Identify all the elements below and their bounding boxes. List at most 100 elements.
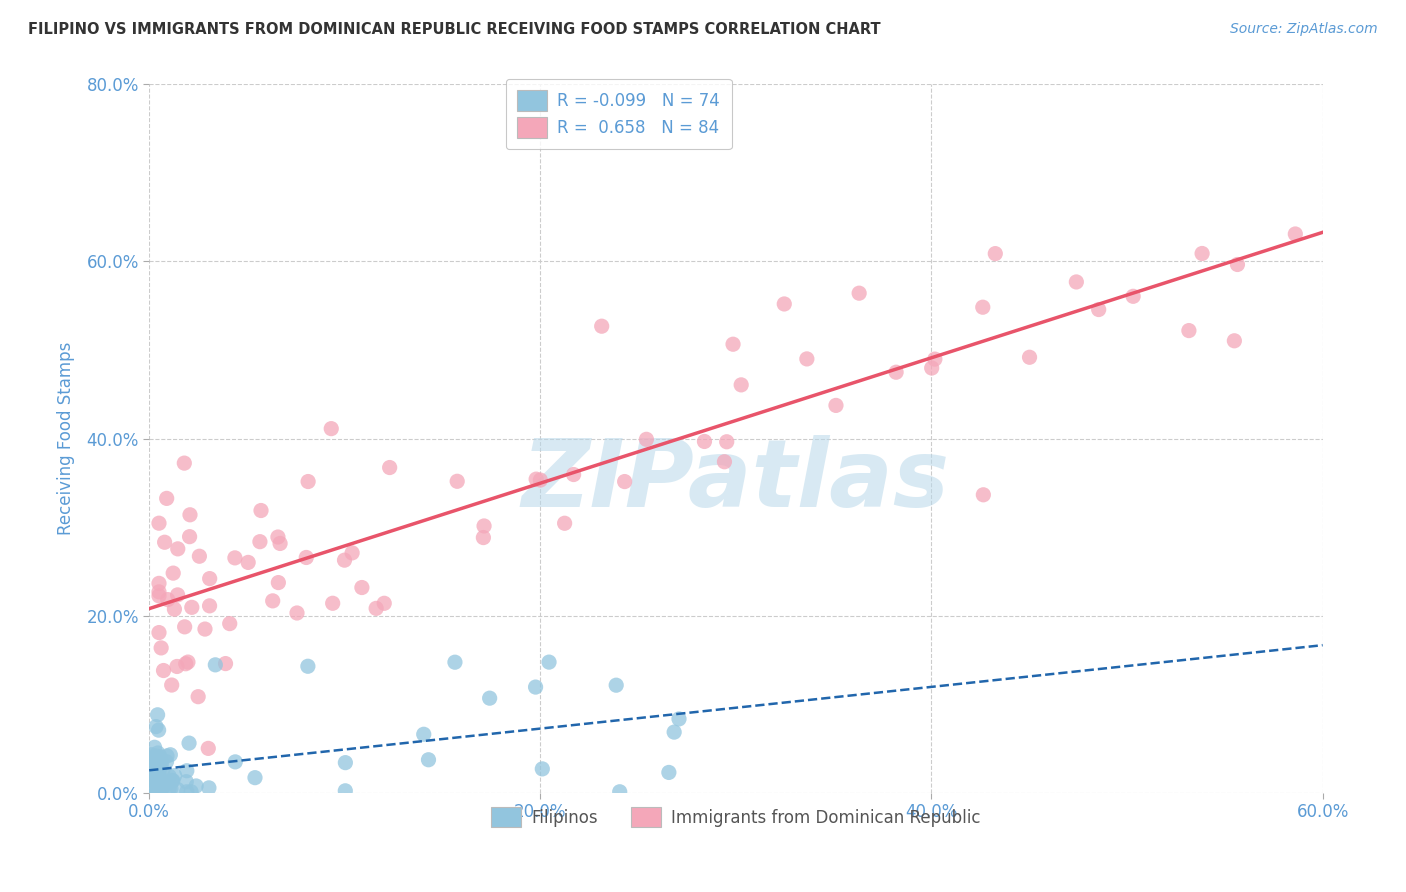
Point bbox=[148, 776, 170, 790]
Point bbox=[173, 620, 195, 634]
Point bbox=[157, 769, 180, 783]
Point bbox=[142, 766, 165, 780]
Point bbox=[148, 766, 170, 780]
Point bbox=[142, 759, 165, 773]
Point bbox=[472, 519, 495, 533]
Point bbox=[160, 773, 183, 788]
Point bbox=[157, 781, 180, 796]
Point bbox=[163, 602, 186, 616]
Point bbox=[214, 657, 236, 671]
Point bbox=[472, 531, 495, 545]
Point bbox=[143, 781, 166, 796]
Point bbox=[148, 754, 170, 768]
Point bbox=[166, 588, 188, 602]
Point bbox=[177, 655, 200, 669]
Point bbox=[153, 535, 176, 549]
Point bbox=[150, 640, 173, 655]
Point bbox=[297, 659, 319, 673]
Point bbox=[160, 781, 183, 796]
Point bbox=[162, 566, 184, 581]
Point bbox=[179, 530, 201, 544]
Point bbox=[1284, 227, 1306, 241]
Point bbox=[321, 422, 343, 436]
Point bbox=[524, 472, 547, 486]
Point bbox=[188, 549, 211, 564]
Point bbox=[152, 764, 174, 778]
Point bbox=[658, 765, 681, 780]
Point bbox=[150, 781, 173, 796]
Point bbox=[156, 592, 179, 607]
Point bbox=[141, 751, 163, 765]
Point bbox=[825, 398, 848, 412]
Point bbox=[142, 752, 165, 766]
Point bbox=[218, 616, 240, 631]
Point bbox=[613, 475, 636, 489]
Point bbox=[295, 550, 318, 565]
Point bbox=[848, 286, 870, 301]
Point bbox=[143, 757, 166, 772]
Point bbox=[1226, 258, 1249, 272]
Text: ZIPatlas: ZIPatlas bbox=[522, 435, 950, 527]
Point bbox=[141, 747, 163, 762]
Point bbox=[730, 377, 752, 392]
Point bbox=[662, 725, 685, 739]
Point bbox=[537, 655, 560, 669]
Point bbox=[297, 475, 319, 489]
Point bbox=[166, 541, 188, 556]
Point bbox=[152, 779, 174, 793]
Text: Source: ZipAtlas.com: Source: ZipAtlas.com bbox=[1230, 22, 1378, 37]
Point bbox=[446, 475, 468, 489]
Point bbox=[173, 456, 195, 470]
Point bbox=[350, 581, 373, 595]
Y-axis label: Receiving Food Stamps: Receiving Food Stamps bbox=[58, 342, 75, 535]
Point bbox=[335, 784, 357, 798]
Point bbox=[155, 778, 177, 792]
Point bbox=[198, 780, 221, 795]
Point bbox=[159, 747, 181, 762]
Point bbox=[972, 300, 994, 314]
Point bbox=[1087, 302, 1109, 317]
Point bbox=[176, 785, 198, 799]
Point bbox=[984, 246, 1007, 260]
Point bbox=[148, 723, 170, 738]
Point bbox=[249, 534, 271, 549]
Point bbox=[145, 749, 167, 764]
Point bbox=[204, 657, 226, 672]
Point bbox=[478, 691, 501, 706]
Point bbox=[163, 769, 186, 783]
Point bbox=[262, 594, 284, 608]
Point bbox=[972, 488, 994, 502]
Point bbox=[238, 556, 260, 570]
Point bbox=[145, 776, 167, 790]
Point bbox=[146, 707, 169, 722]
Point bbox=[636, 433, 658, 447]
Point bbox=[148, 516, 170, 531]
Point bbox=[150, 756, 173, 771]
Point bbox=[141, 760, 163, 774]
Point bbox=[796, 351, 818, 366]
Point bbox=[145, 785, 167, 799]
Point bbox=[267, 575, 290, 590]
Point bbox=[884, 365, 907, 379]
Point bbox=[529, 473, 551, 487]
Point bbox=[921, 361, 943, 376]
Text: FILIPINO VS IMMIGRANTS FROM DOMINICAN REPUBLIC RECEIVING FOOD STAMPS CORRELATION: FILIPINO VS IMMIGRANTS FROM DOMINICAN RE… bbox=[28, 22, 880, 37]
Point bbox=[668, 712, 690, 726]
Point bbox=[224, 550, 246, 565]
Point bbox=[605, 678, 627, 692]
Point bbox=[146, 746, 169, 760]
Point bbox=[145, 720, 167, 734]
Point bbox=[1066, 275, 1088, 289]
Point bbox=[179, 508, 201, 522]
Point bbox=[177, 736, 200, 750]
Point bbox=[148, 589, 170, 603]
Point bbox=[176, 764, 198, 778]
Point bbox=[149, 785, 172, 799]
Point bbox=[524, 680, 547, 694]
Point bbox=[149, 779, 172, 793]
Point bbox=[924, 352, 946, 367]
Point bbox=[1122, 289, 1144, 303]
Point bbox=[335, 756, 357, 770]
Legend: Filipinos, Immigrants from Dominican Republic: Filipinos, Immigrants from Dominican Rep… bbox=[485, 800, 987, 834]
Point bbox=[562, 467, 585, 482]
